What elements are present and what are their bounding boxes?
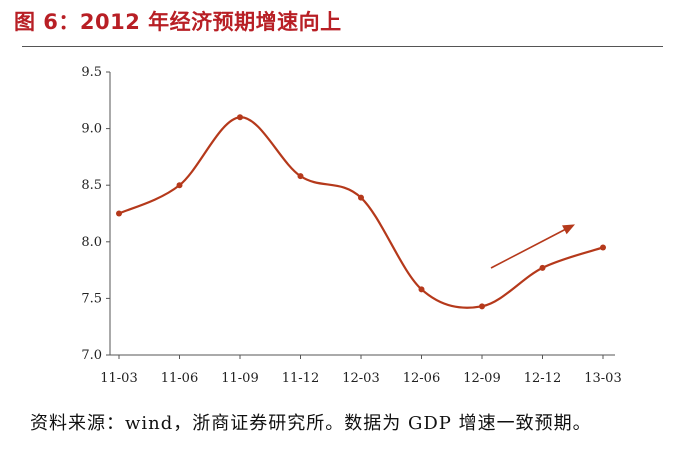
data-point (116, 210, 122, 217)
series-points (116, 114, 606, 310)
y-axis-ticks: 7.0 7.5 8.0 8.5 9.0 9.5 (81, 65, 110, 363)
data-point (297, 173, 304, 180)
trend-arrow-head (562, 224, 575, 235)
x-tick-label: 12-09 (463, 371, 500, 386)
x-tick-label: 11-03 (100, 371, 137, 386)
data-point (539, 264, 546, 271)
series-line (118, 116, 604, 309)
data-point (479, 303, 485, 310)
x-tick-label: 12-03 (342, 371, 379, 386)
x-tick-label: 11-12 (282, 371, 319, 386)
y-tick-label: 9.5 (81, 65, 102, 80)
x-tick-label: 12-06 (403, 371, 440, 386)
x-tick-label: 12-12 (524, 371, 561, 386)
figure-title: 图 6：2012 年经济预期增速向上 (14, 10, 342, 34)
y-tick-label: 9.0 (81, 122, 102, 137)
trend-arrow-shaft (490, 228, 567, 269)
trend-arrow (490, 224, 575, 269)
y-tick-label: 7.0 (81, 348, 102, 363)
source-note: 资料来源：wind，浙商证券研究所。数据为 GDP 增速一致预期。 (30, 413, 592, 434)
x-axis-ticks: 11-03 11-06 11-09 11-12 12-03 12-06 12-09 12-12… (100, 355, 622, 386)
x-tick-label: 11-06 (161, 371, 198, 386)
data-point (418, 286, 425, 293)
line-chart: 7.07.58.08.59.09.5 11-03 11-06 11-09 11-12 1… (81, 65, 622, 386)
data-point (358, 194, 364, 201)
y-tick-label: 7.5 (81, 291, 102, 306)
data-point (600, 244, 606, 251)
data-point (237, 114, 243, 121)
title-divider (22, 46, 663, 47)
y-tick-label: 8.0 (81, 235, 102, 250)
y-tick-label: 8.5 (81, 178, 102, 193)
chart-axes (109, 72, 615, 356)
data-point (176, 182, 183, 189)
x-tick-label: 11-09 (221, 371, 258, 386)
x-tick-label: 13-03 (584, 371, 621, 386)
